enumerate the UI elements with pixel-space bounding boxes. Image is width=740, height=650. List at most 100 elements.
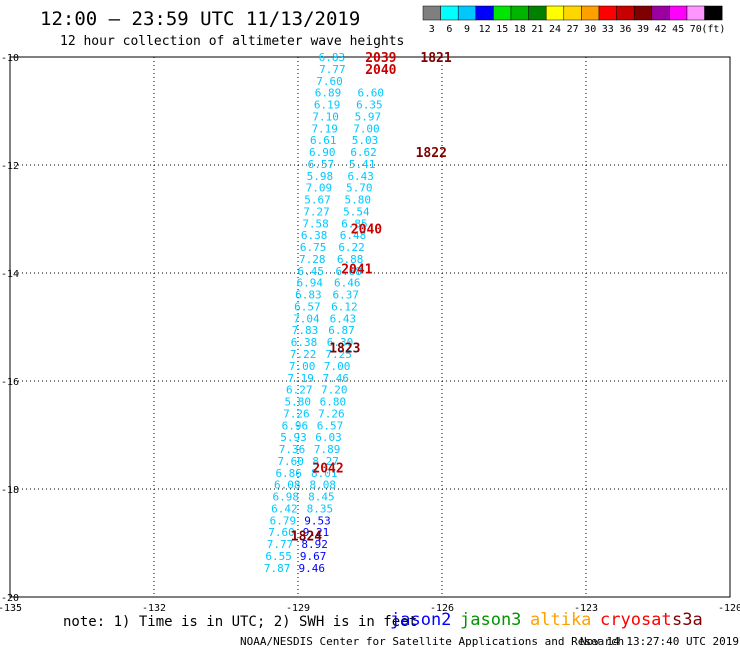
wave-height-value: 7.19 bbox=[287, 372, 314, 385]
pass-time-label: 2039 bbox=[365, 51, 396, 66]
wave-height-value: 7.26 bbox=[283, 407, 310, 420]
legend-item-altika: altika bbox=[530, 610, 591, 630]
wave-height-value: 7.36 bbox=[279, 443, 306, 456]
colorbar-swatch bbox=[616, 5, 635, 21]
wave-height-value: 7.26 bbox=[318, 407, 345, 420]
wave-height-value: 9.21 bbox=[303, 526, 330, 539]
wave-height-value: 5.70 bbox=[346, 182, 373, 195]
y-tick-label: -14 bbox=[1, 269, 19, 280]
y-tick-label: -20 bbox=[1, 593, 19, 604]
wave-height-value: 6.98 bbox=[273, 491, 300, 504]
x-tick-label: -123 bbox=[574, 603, 598, 614]
colorbar-label: 36 bbox=[619, 24, 631, 35]
wave-height-value: 7.00 bbox=[324, 360, 351, 373]
x-tick-label: -120 bbox=[718, 603, 740, 614]
colorbar-label: 42 bbox=[655, 24, 667, 35]
satellite-legend: jason2 jason3 altika cryosat s3a bbox=[390, 610, 703, 630]
colorbar-label: 27 bbox=[567, 24, 579, 35]
wave-height-value: 6.62 bbox=[350, 146, 377, 159]
wave-height-value: 6.61 bbox=[310, 134, 337, 147]
wave-height-value: 6.19 bbox=[314, 99, 341, 112]
wave-height-value: 8.08 bbox=[310, 479, 337, 492]
wave-height-value: 5.98 bbox=[307, 170, 334, 183]
colorbar-swatch bbox=[581, 5, 600, 21]
colorbar-swatch bbox=[545, 5, 565, 21]
colorbar-swatch bbox=[686, 5, 705, 21]
wave-height-value: 6.88 bbox=[337, 253, 364, 266]
wave-height-value: 7.09 bbox=[306, 182, 333, 195]
wave-height-value: 5.03 bbox=[352, 134, 379, 147]
wave-height-value: 8.92 bbox=[301, 538, 328, 551]
colorbar-label: 18 bbox=[514, 24, 526, 35]
wave-height-value: 6.38 bbox=[301, 229, 328, 242]
wave-height-value: 6.57 bbox=[317, 419, 344, 432]
wave-height-value: 6.08 bbox=[274, 479, 301, 492]
colorbar-swatch bbox=[633, 5, 653, 21]
wave-height-value: 6.48 bbox=[340, 229, 367, 242]
wave-height-value: 5.54 bbox=[343, 205, 370, 218]
chart-subtitle: 12 hour collection of altimeter wave hei… bbox=[60, 34, 404, 49]
wave-height-value: 6.86 bbox=[275, 467, 302, 480]
pass-time-label: 2041 bbox=[341, 263, 372, 278]
colorbar-swatch bbox=[493, 5, 512, 21]
wave-height-value: 8.35 bbox=[307, 502, 334, 515]
wave-height-value: 7.28 bbox=[299, 253, 326, 266]
colorbar-label: 33 bbox=[602, 24, 614, 35]
time-labels: 2039 1821 2040 1822 2040 2041 1823 2042 1824 bbox=[291, 51, 452, 544]
colorbar-swatch bbox=[563, 5, 582, 21]
colorbar: 3 6 9 12 15 18 21 24 27 30 33 36 39 42 45 70 (ft) bbox=[422, 5, 725, 35]
wave-height-value: 6.42 bbox=[271, 502, 298, 515]
wave-height-value: 6.89 bbox=[315, 87, 342, 100]
colorbar-swatch bbox=[669, 5, 688, 21]
wave-height-value: 6.37 bbox=[333, 289, 360, 302]
wave-height-value: 6.79 bbox=[270, 514, 297, 527]
colorbar-label: 45 bbox=[672, 24, 684, 35]
wave-height-value: 9.46 bbox=[298, 562, 325, 575]
legend-item-cryosat: cryosat bbox=[600, 610, 672, 630]
grid-lines bbox=[10, 57, 730, 597]
colorbar-label: 70 bbox=[690, 24, 702, 35]
wave-height-value: 7.20 bbox=[321, 384, 348, 397]
wave-height-value: 7.00 bbox=[353, 122, 380, 135]
wave-height-value: 7.77 bbox=[319, 63, 346, 76]
x-tick-label: -129 bbox=[286, 603, 310, 614]
wave-height-value: 7.83 bbox=[292, 324, 319, 337]
colorbar-label: 24 bbox=[549, 24, 561, 35]
colorbar-label: 6 bbox=[446, 24, 452, 35]
wave-height-value: 5.80 bbox=[285, 396, 312, 409]
wave-height-value: 5.93 bbox=[280, 431, 307, 444]
pass-time-label: 1823 bbox=[329, 342, 360, 357]
wave-height-value: 9.53 bbox=[304, 514, 331, 527]
colorbar-swatch bbox=[440, 5, 459, 21]
colorbar-label: 9 bbox=[464, 24, 470, 35]
wave-height-value: 6.85 bbox=[341, 217, 368, 230]
wave-height-value: 6.38 bbox=[291, 336, 318, 349]
pass-time-label: 2042 bbox=[312, 461, 343, 476]
wave-height-value: 5.67 bbox=[304, 194, 331, 207]
pass-time-label: 2040 bbox=[351, 223, 382, 238]
colorbar-label: (ft) bbox=[701, 24, 725, 35]
wave-height-value: 7.87 bbox=[264, 562, 291, 575]
plot-frame bbox=[9, 56, 731, 598]
wave-height-value: 6.83 bbox=[295, 289, 322, 302]
y-tick-label: -18 bbox=[1, 485, 19, 496]
y-tick-label: -10 bbox=[1, 53, 19, 64]
wave-height-value: 7.58 bbox=[302, 217, 329, 230]
data-points: 6.837.777.606.896.197.107.196.616.906.57… bbox=[264, 51, 384, 575]
wave-height-value: 9.67 bbox=[300, 550, 327, 563]
y-tick-label: -12 bbox=[1, 161, 19, 172]
wave-height-value: 7.89 bbox=[314, 443, 341, 456]
wave-height-value: 7.19 bbox=[311, 122, 338, 135]
colorbar-swatch bbox=[704, 5, 723, 21]
legend-item-jason3: jason3 bbox=[460, 610, 521, 630]
colorbar-swatch bbox=[510, 5, 529, 21]
wave-height-value: 8.27 bbox=[312, 455, 339, 468]
colorbar-label: 39 bbox=[637, 24, 649, 35]
wave-height-value: 6.46 bbox=[334, 277, 361, 290]
chart-title: 12:00 – 23:59 UTC 11/13/2019 bbox=[40, 8, 360, 30]
colorbar-label: 15 bbox=[496, 24, 508, 35]
legend-item-jason2: jason2 bbox=[390, 610, 451, 630]
colorbar-label: 30 bbox=[584, 24, 596, 35]
colorbar-swatch bbox=[457, 5, 477, 21]
